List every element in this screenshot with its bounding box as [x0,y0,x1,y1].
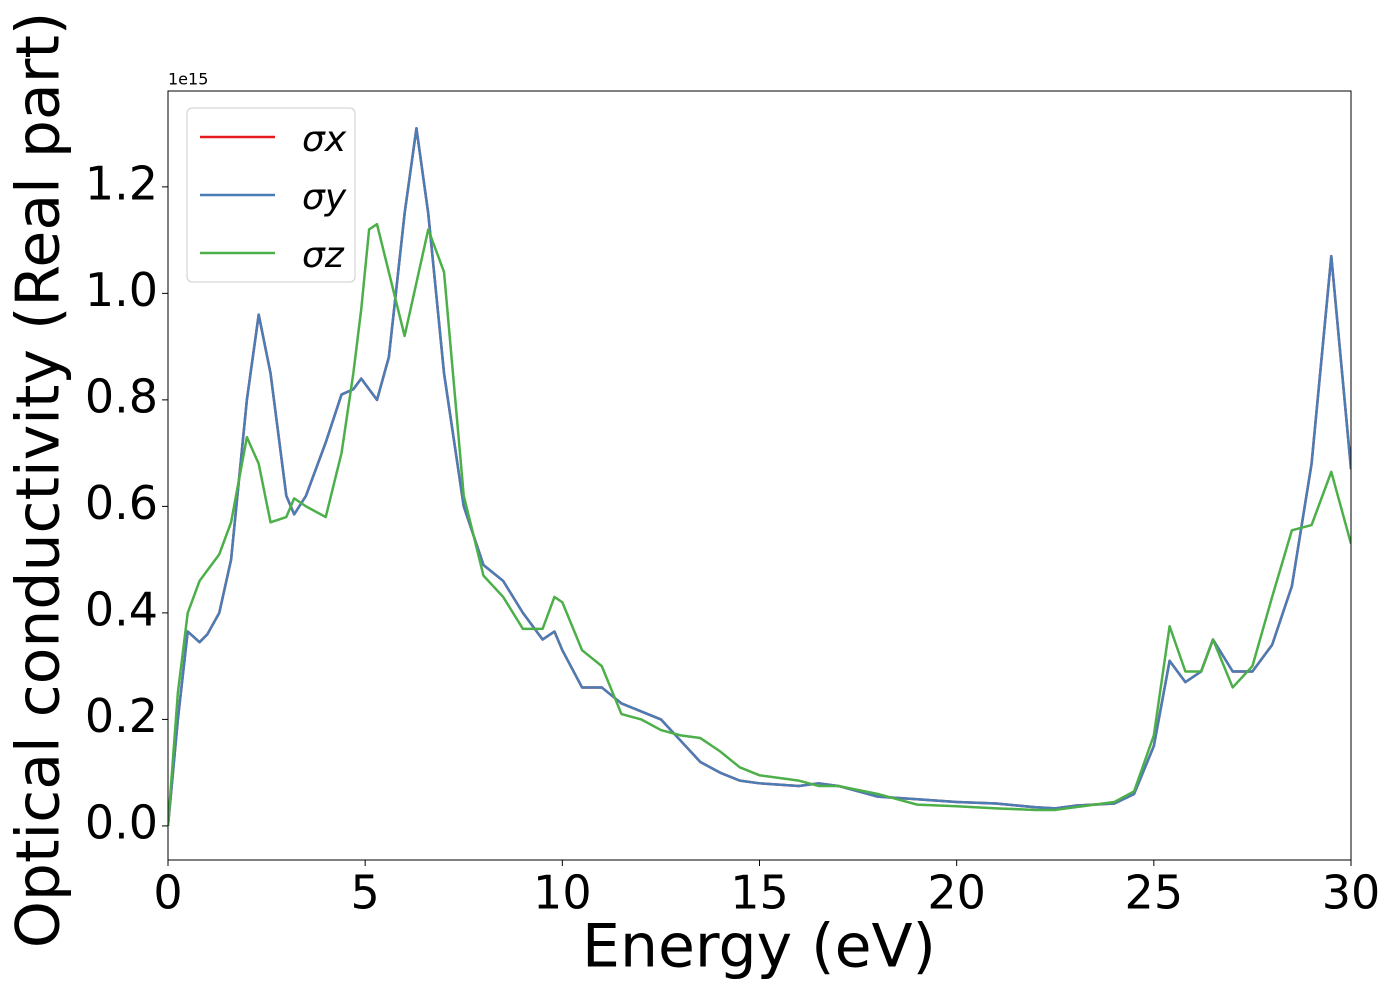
x-tick-label: 30 [1322,866,1381,920]
x-axis-label: Energy (eV) [582,912,936,982]
x-tick-label: 20 [927,866,986,920]
y-axis-label: Optical conductivity (Real part) [4,12,74,949]
legend-label: σx [302,119,347,160]
y-tick-label: 0.2 [85,689,158,743]
y-tick-label: 0.4 [85,582,158,636]
y-tick-label: 0.8 [85,369,158,423]
offset-label: 1e15 [168,70,208,89]
y-tick-label: 1.2 [85,156,158,210]
legend-label: σz [302,235,345,276]
plot-area [168,127,1351,827]
y-tick-label: 0.0 [85,795,158,849]
x-tick-label: 25 [1125,866,1184,920]
x-tick-label: 15 [730,866,789,920]
y-tick-label: 0.6 [85,476,158,530]
y-tick-label: 1.0 [85,263,158,317]
data-line [168,127,1351,827]
x-tick-label: 10 [533,866,592,920]
x-tick-label: 0 [153,866,182,920]
legend-label: σy [302,177,347,218]
x-tick-label: 5 [351,866,380,920]
data-line [168,222,1351,827]
